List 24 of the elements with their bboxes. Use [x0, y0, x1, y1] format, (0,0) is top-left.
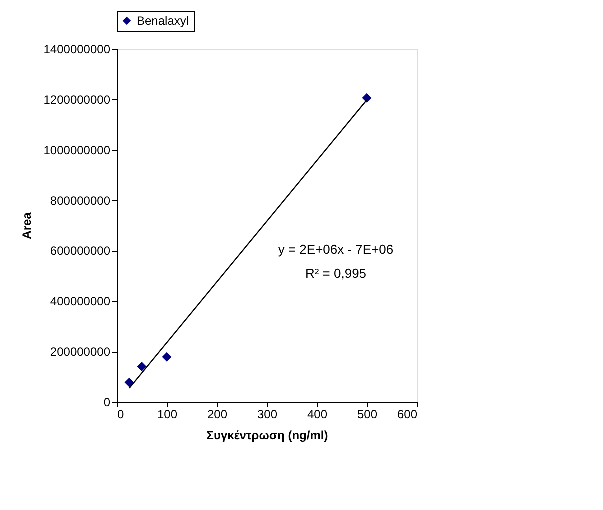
- x-tick-label: 100: [157, 408, 178, 422]
- point: [362, 93, 372, 103]
- y-tick-label: 800000000: [50, 194, 111, 208]
- point: [162, 352, 172, 362]
- y-tick-label: 1200000000: [44, 92, 111, 107]
- y-axis-title: Area: [20, 212, 34, 240]
- y-tick-label: 1000000000: [44, 143, 111, 158]
- y-tick-label: 400000000: [50, 294, 111, 309]
- annotation: R² = 0,995: [305, 266, 367, 282]
- x-tick-label: 200: [207, 408, 228, 422]
- y-tick-label: 200000000: [50, 345, 111, 360]
- y-tick-label: 600000000: [50, 244, 111, 258]
- y-tick-label: 1400000000: [44, 42, 111, 56]
- x-tick-label: 400: [307, 408, 328, 422]
- x-axis-title: Συγκέντρωση (ng/ml): [206, 428, 328, 442]
- y-tick-label: 0: [104, 396, 111, 410]
- x-tick-label: 500: [357, 408, 378, 422]
- point: [124, 378, 134, 388]
- x-tick-label: 0: [118, 408, 124, 422]
- x-tick-label: 300: [257, 408, 278, 422]
- annotation: y = 2E+06x - 7E+06: [278, 242, 394, 258]
- legend-label: Benalaxyl: [137, 14, 190, 28]
- point: [137, 362, 147, 372]
- x-tick-label: 600: [397, 408, 418, 422]
